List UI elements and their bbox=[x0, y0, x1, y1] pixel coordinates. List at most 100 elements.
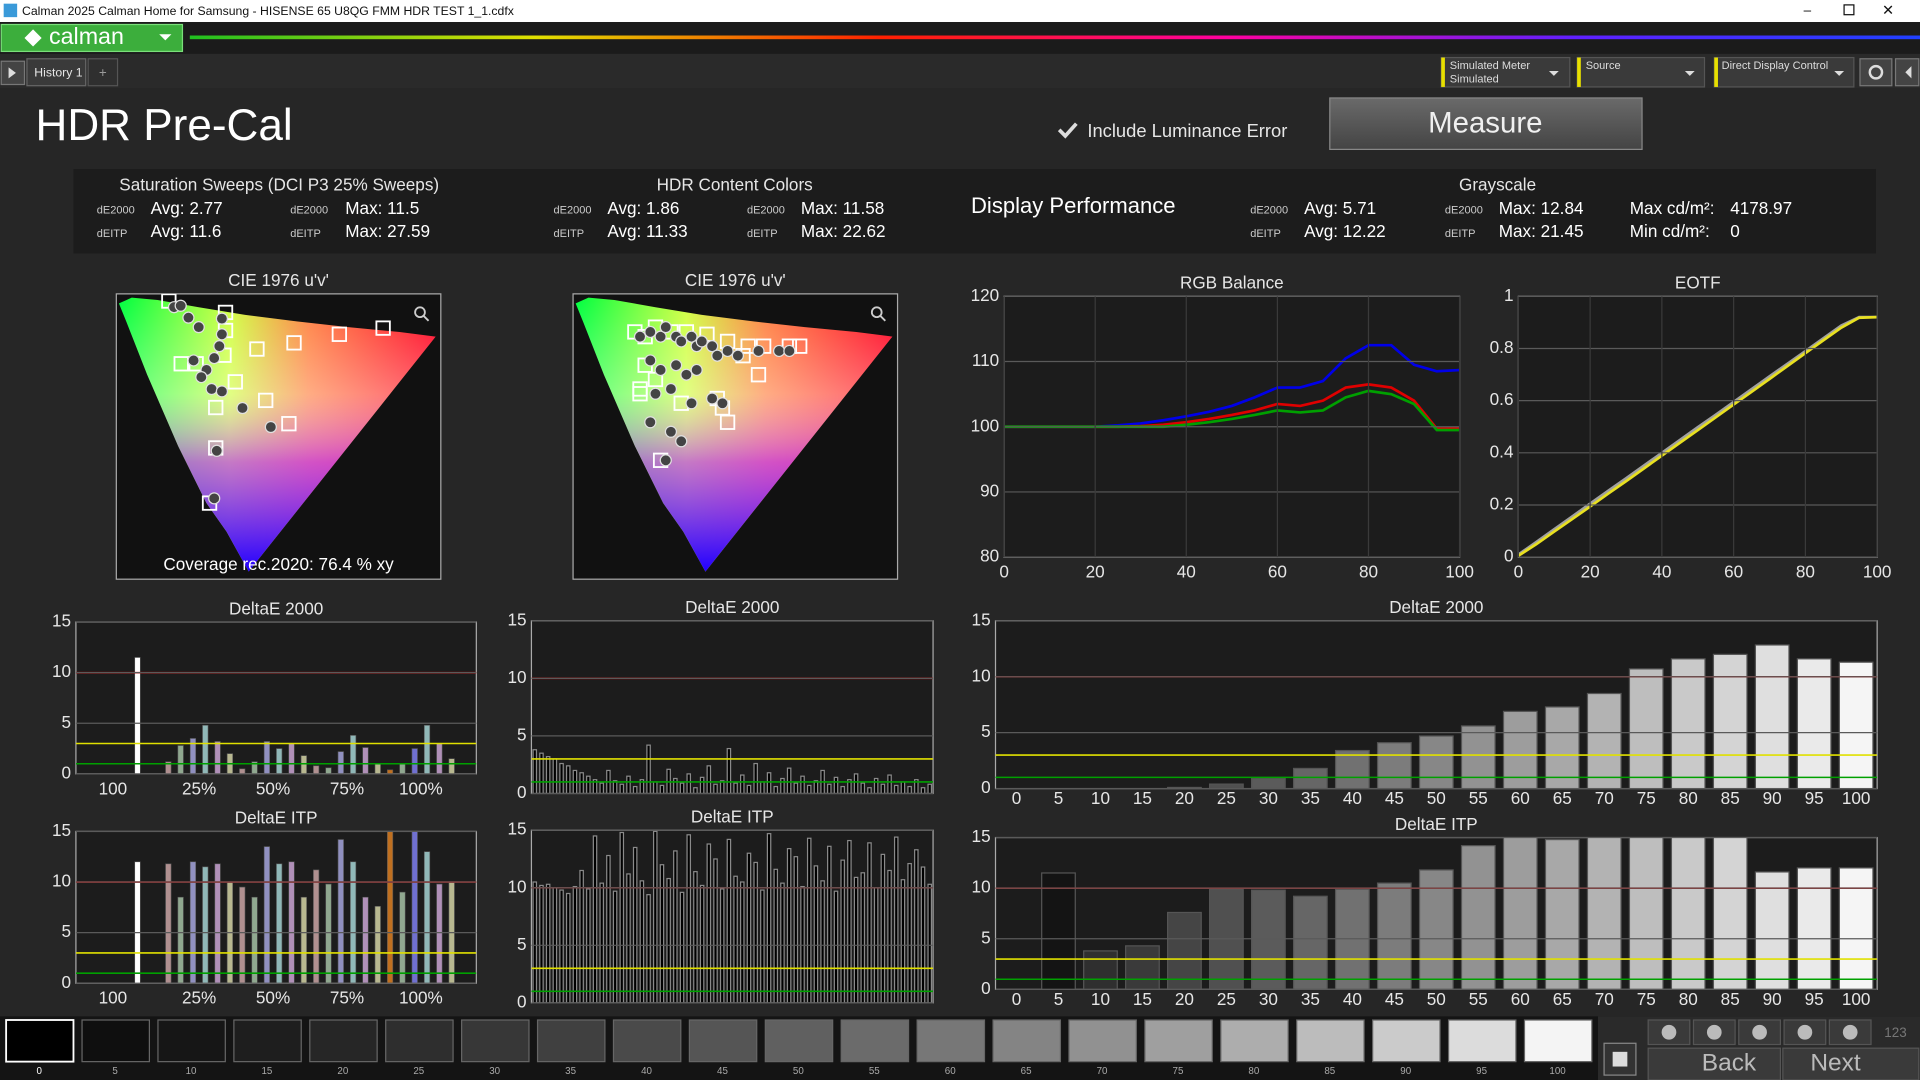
measured-point bbox=[711, 349, 724, 362]
bar bbox=[1754, 871, 1790, 990]
bar bbox=[251, 761, 258, 774]
y-tick-label: 1 bbox=[1504, 285, 1514, 305]
dropdown[interactable]: Direct Display Control bbox=[1713, 56, 1855, 88]
patch[interactable] bbox=[840, 1019, 910, 1063]
plot-content bbox=[995, 837, 1878, 990]
patch[interactable] bbox=[385, 1019, 454, 1063]
x-tick-label: 40 bbox=[1343, 788, 1362, 808]
dropdown-arrow bbox=[1548, 71, 1559, 76]
patch[interactable] bbox=[1447, 1019, 1517, 1063]
metric-label: dEITP bbox=[1250, 228, 1281, 240]
bar bbox=[599, 782, 604, 794]
patch[interactable] bbox=[1296, 1019, 1365, 1063]
history-tab[interactable] bbox=[26, 58, 87, 87]
measured-point bbox=[706, 392, 719, 405]
measured-point bbox=[695, 335, 708, 348]
patch[interactable] bbox=[1068, 1019, 1137, 1063]
chart-title: DeltaE ITP bbox=[235, 808, 318, 828]
close[interactable]: ✕ bbox=[1882, 3, 1894, 19]
bar bbox=[746, 784, 752, 794]
settings-button[interactable] bbox=[1859, 58, 1893, 87]
control-icon bbox=[1842, 1024, 1858, 1040]
patch[interactable] bbox=[992, 1019, 1062, 1063]
bar bbox=[693, 871, 698, 1003]
y-tick-label: 5 bbox=[981, 927, 991, 947]
patch[interactable] bbox=[612, 1019, 682, 1063]
bar bbox=[559, 889, 564, 1003]
bar bbox=[1167, 911, 1202, 990]
bar bbox=[827, 783, 832, 794]
bar bbox=[867, 842, 872, 1003]
add-tab[interactable] bbox=[87, 58, 119, 87]
stop-icon bbox=[1612, 1051, 1628, 1067]
patch[interactable] bbox=[764, 1019, 834, 1063]
bar bbox=[239, 768, 246, 774]
bar bbox=[350, 861, 357, 984]
dropdown-box[interactable] bbox=[1713, 56, 1855, 88]
patch-label: 30 bbox=[489, 1066, 500, 1077]
bar bbox=[592, 835, 598, 1003]
bar bbox=[920, 866, 926, 1003]
patch[interactable] bbox=[1220, 1019, 1289, 1063]
bar bbox=[1460, 845, 1496, 990]
patch[interactable] bbox=[81, 1019, 150, 1063]
bar bbox=[840, 859, 845, 1003]
bar bbox=[552, 758, 558, 794]
patch[interactable] bbox=[157, 1019, 226, 1063]
bar bbox=[713, 858, 718, 1003]
maximize[interactable] bbox=[1843, 4, 1855, 16]
target-point bbox=[173, 356, 189, 372]
patch[interactable] bbox=[5, 1019, 75, 1063]
dropdown[interactable]: Simulated Meter Simulated bbox=[1440, 56, 1571, 88]
bar bbox=[907, 785, 912, 794]
patch[interactable] bbox=[1372, 1019, 1441, 1063]
y-tick-label: 10 bbox=[972, 877, 991, 897]
patch[interactable] bbox=[536, 1019, 606, 1063]
bar bbox=[867, 787, 872, 794]
y-tick-label: 5 bbox=[61, 921, 71, 941]
x-tick-label: 35 bbox=[1301, 989, 1320, 1009]
y-tick-label: 0.8 bbox=[1490, 337, 1514, 357]
bar bbox=[300, 896, 307, 984]
control-button[interactable] bbox=[1647, 1019, 1691, 1046]
bar bbox=[639, 880, 645, 1003]
patch[interactable] bbox=[688, 1019, 758, 1063]
checkbox[interactable] bbox=[1057, 122, 1078, 139]
dropdown-box[interactable] bbox=[1576, 56, 1706, 88]
patch[interactable] bbox=[1523, 1019, 1593, 1063]
bar bbox=[673, 850, 678, 1003]
patch-label: 40 bbox=[641, 1066, 652, 1077]
chart-title: EOTF bbox=[1675, 273, 1721, 293]
bar bbox=[659, 784, 665, 794]
bar bbox=[652, 830, 658, 1003]
bar bbox=[699, 776, 705, 794]
x-tick-label: 0 bbox=[999, 562, 1009, 582]
dropdown-arrow bbox=[1684, 71, 1695, 76]
y-tick-label: 0.2 bbox=[1490, 494, 1514, 514]
option-label[interactable]: Include Luminance Error bbox=[1087, 120, 1287, 141]
bar bbox=[1502, 837, 1538, 990]
x-tick-label: 25% bbox=[182, 778, 216, 798]
patch[interactable] bbox=[233, 1019, 302, 1063]
bar bbox=[1250, 889, 1286, 990]
patch[interactable] bbox=[1144, 1019, 1213, 1063]
target-point bbox=[750, 367, 767, 383]
bar bbox=[673, 777, 678, 794]
chart: EOTF 0 0.2 0.4 0.6 0.8 1 0 20 40 60 80 100 bbox=[1490, 273, 1892, 582]
patch[interactable] bbox=[461, 1019, 530, 1063]
dropdown[interactable]: Source bbox=[1576, 56, 1706, 88]
measure-button[interactable] bbox=[1329, 97, 1643, 150]
bar bbox=[893, 784, 899, 794]
chart-title: DeltaE 2000 bbox=[1389, 597, 1483, 617]
minimize[interactable]: – bbox=[1804, 3, 1812, 18]
summary-heading: Display Performance bbox=[971, 193, 1175, 218]
measured-point bbox=[664, 425, 678, 438]
dropdown-box[interactable] bbox=[1440, 56, 1571, 88]
x-tick-label: 100 bbox=[1863, 562, 1892, 582]
patch[interactable] bbox=[309, 1019, 378, 1063]
next-button[interactable] bbox=[1782, 1047, 1920, 1080]
back-button[interactable] bbox=[1647, 1047, 1782, 1080]
patch[interactable] bbox=[916, 1019, 986, 1063]
bar bbox=[666, 877, 671, 1003]
measured-point bbox=[659, 321, 672, 334]
